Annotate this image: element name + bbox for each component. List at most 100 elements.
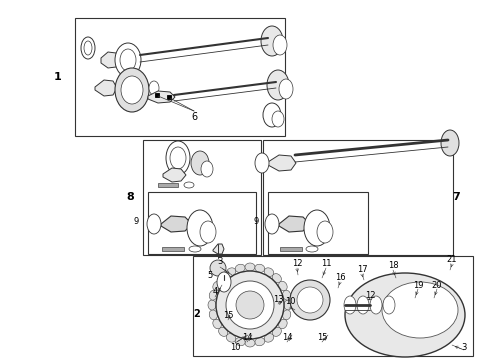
Ellipse shape bbox=[245, 263, 255, 271]
Text: 2: 2 bbox=[194, 309, 200, 319]
Ellipse shape bbox=[200, 221, 216, 243]
Ellipse shape bbox=[217, 272, 231, 292]
Polygon shape bbox=[161, 216, 192, 232]
Ellipse shape bbox=[261, 26, 283, 56]
Polygon shape bbox=[148, 91, 175, 103]
Ellipse shape bbox=[304, 210, 330, 246]
Text: 13: 13 bbox=[273, 296, 283, 305]
Text: 19: 19 bbox=[413, 280, 423, 289]
Ellipse shape bbox=[121, 76, 143, 104]
Text: 3: 3 bbox=[217, 257, 222, 266]
Ellipse shape bbox=[273, 35, 287, 55]
Text: 15: 15 bbox=[223, 311, 233, 320]
Polygon shape bbox=[213, 244, 224, 254]
Ellipse shape bbox=[166, 141, 190, 175]
Ellipse shape bbox=[209, 310, 218, 320]
Ellipse shape bbox=[267, 70, 289, 100]
Ellipse shape bbox=[279, 79, 293, 99]
Bar bbox=[268, 192, 368, 254]
Ellipse shape bbox=[264, 334, 274, 342]
Ellipse shape bbox=[216, 271, 284, 339]
Bar bbox=[158, 183, 178, 187]
Text: 1: 1 bbox=[54, 72, 62, 82]
Ellipse shape bbox=[245, 339, 255, 347]
Text: 21: 21 bbox=[447, 256, 457, 265]
Ellipse shape bbox=[255, 338, 265, 346]
Text: 17: 17 bbox=[357, 266, 368, 274]
Ellipse shape bbox=[263, 103, 281, 127]
Bar bbox=[143, 140, 261, 255]
Ellipse shape bbox=[284, 300, 292, 310]
Text: 12: 12 bbox=[292, 258, 302, 267]
Ellipse shape bbox=[120, 49, 136, 71]
Ellipse shape bbox=[210, 260, 226, 276]
Bar bbox=[75, 18, 285, 136]
Text: 14: 14 bbox=[282, 333, 292, 342]
Ellipse shape bbox=[236, 291, 264, 319]
Ellipse shape bbox=[317, 221, 333, 243]
Text: 20: 20 bbox=[432, 280, 442, 289]
Ellipse shape bbox=[209, 290, 218, 300]
Bar bbox=[263, 140, 453, 255]
Ellipse shape bbox=[149, 81, 159, 95]
Ellipse shape bbox=[189, 246, 201, 252]
Ellipse shape bbox=[264, 268, 274, 276]
Ellipse shape bbox=[279, 319, 287, 329]
Ellipse shape bbox=[265, 214, 279, 234]
Polygon shape bbox=[279, 216, 310, 232]
Polygon shape bbox=[163, 168, 186, 182]
Ellipse shape bbox=[219, 274, 228, 283]
Text: 10: 10 bbox=[230, 343, 240, 352]
Text: 8: 8 bbox=[126, 192, 134, 202]
Ellipse shape bbox=[187, 210, 213, 246]
Ellipse shape bbox=[344, 296, 356, 314]
Text: 9: 9 bbox=[133, 217, 139, 226]
Ellipse shape bbox=[283, 310, 291, 320]
Text: 3: 3 bbox=[461, 342, 466, 351]
Bar bbox=[167, 95, 171, 99]
Ellipse shape bbox=[115, 68, 149, 112]
Ellipse shape bbox=[297, 287, 323, 313]
Ellipse shape bbox=[201, 161, 213, 177]
Polygon shape bbox=[101, 52, 120, 68]
Ellipse shape bbox=[235, 264, 245, 273]
Ellipse shape bbox=[279, 281, 287, 291]
Ellipse shape bbox=[235, 338, 245, 346]
Ellipse shape bbox=[345, 273, 465, 357]
Text: 12: 12 bbox=[365, 292, 375, 301]
Ellipse shape bbox=[441, 130, 459, 156]
Text: 6: 6 bbox=[191, 112, 197, 122]
Polygon shape bbox=[95, 80, 117, 96]
Ellipse shape bbox=[272, 111, 284, 127]
Ellipse shape bbox=[290, 280, 330, 320]
Ellipse shape bbox=[357, 296, 369, 314]
Ellipse shape bbox=[219, 327, 228, 336]
Ellipse shape bbox=[382, 282, 458, 338]
Ellipse shape bbox=[255, 153, 269, 173]
Text: 9: 9 bbox=[253, 217, 259, 226]
Ellipse shape bbox=[226, 334, 236, 342]
Bar bbox=[193, 256, 473, 356]
Ellipse shape bbox=[272, 327, 281, 336]
Bar bbox=[155, 93, 159, 97]
Ellipse shape bbox=[383, 296, 395, 314]
Ellipse shape bbox=[184, 182, 194, 188]
Text: 18: 18 bbox=[388, 261, 398, 270]
Text: 5: 5 bbox=[207, 271, 213, 280]
Polygon shape bbox=[268, 155, 296, 171]
Text: 7: 7 bbox=[452, 192, 460, 202]
Ellipse shape bbox=[147, 214, 161, 234]
Ellipse shape bbox=[226, 281, 274, 329]
Bar bbox=[162, 247, 184, 251]
Ellipse shape bbox=[226, 268, 236, 276]
Bar bbox=[148, 192, 256, 254]
Ellipse shape bbox=[213, 281, 221, 291]
Ellipse shape bbox=[115, 43, 141, 77]
Text: 10: 10 bbox=[285, 297, 295, 306]
Ellipse shape bbox=[255, 264, 265, 273]
Ellipse shape bbox=[81, 37, 95, 59]
Ellipse shape bbox=[191, 151, 209, 175]
Text: 4: 4 bbox=[212, 288, 218, 297]
Text: 16: 16 bbox=[335, 274, 345, 283]
Ellipse shape bbox=[84, 41, 92, 55]
